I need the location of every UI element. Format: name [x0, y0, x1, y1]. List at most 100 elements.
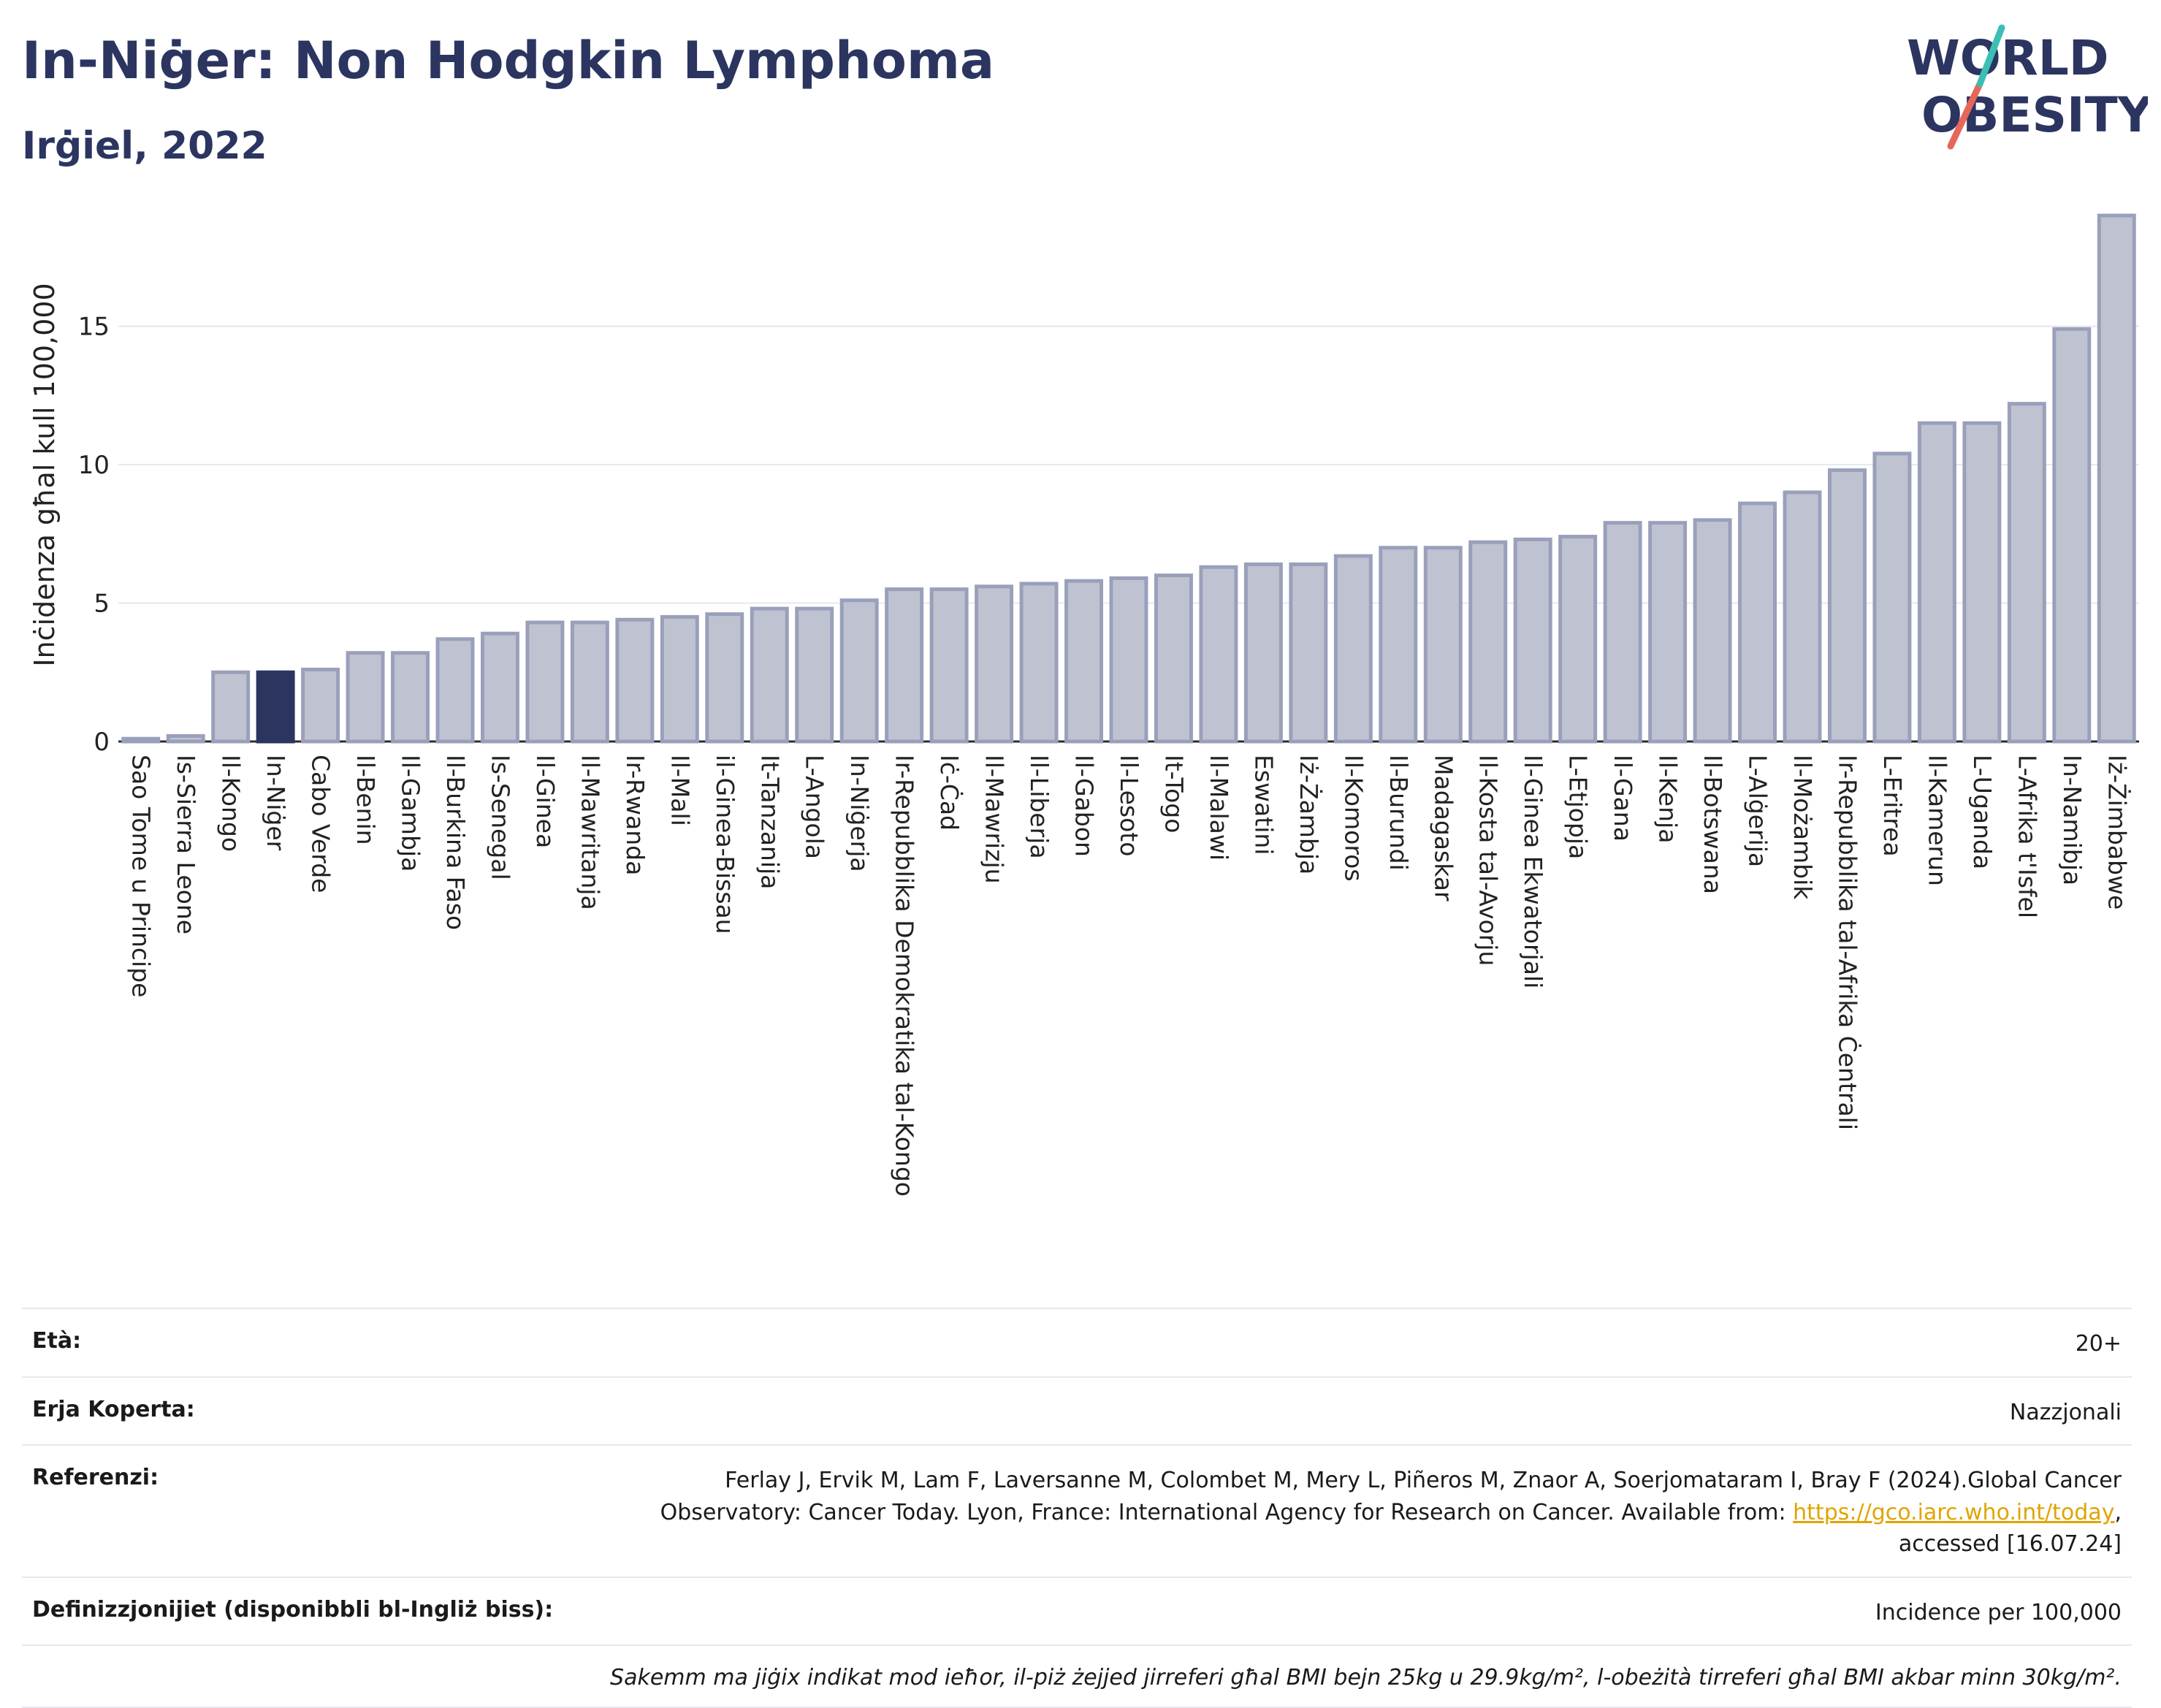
x-tick-label: In-Niġer	[262, 755, 290, 851]
x-tick-label: Iż-Żimbabwe	[2103, 755, 2131, 910]
reference-value: Ferlay J, Ervik M, Lam F, Laversanne M, …	[587, 1465, 2122, 1560]
bar	[1738, 501, 1777, 744]
bar	[1872, 451, 1912, 744]
bar	[391, 651, 430, 744]
x-tick-label: Iż-Żambja	[1295, 755, 1323, 874]
info-table: Età: 20+ Erja Koperta: Nazzjonali Refere…	[22, 1308, 2132, 1708]
x-tick-label: Il-Ginea	[531, 755, 560, 848]
x-tick-label: It-Tanzanija	[755, 755, 784, 889]
bar	[1064, 579, 1104, 744]
x-tick-label: In-Niġerja	[845, 755, 874, 872]
page-subtitle: Irġiel, 2022	[22, 124, 267, 168]
x-tick-label: Il-Kongo	[217, 755, 245, 852]
x-tick-label: Eswatini	[1249, 755, 1278, 855]
x-tick-label: Madagaskar	[1429, 755, 1457, 901]
bar	[480, 631, 519, 744]
x-tick-label: Il-Malawi	[1205, 755, 1233, 861]
x-tick-label: Il-Burundi	[1384, 755, 1413, 871]
bar	[570, 620, 609, 744]
bar	[1243, 562, 1283, 744]
x-tick-label: Il-Gana	[1609, 755, 1637, 842]
bar	[660, 614, 699, 744]
x-tick-label: Is-Senegal	[486, 755, 514, 880]
bar	[301, 667, 340, 744]
y-tick-label: 10	[78, 451, 110, 480]
bar	[256, 670, 295, 744]
bar	[929, 587, 969, 744]
age-value: 20+	[2075, 1331, 2122, 1357]
bar	[121, 736, 161, 744]
x-tick-label: Il-Mali	[666, 755, 694, 826]
x-tick-label: Il-Burkina Faso	[441, 755, 470, 930]
bar	[1289, 562, 1328, 744]
bar	[1827, 468, 1867, 744]
x-tick-label: Il-Benin	[351, 755, 380, 845]
bar	[1558, 535, 1598, 744]
logo-slash-teal	[1976, 24, 2005, 88]
x-tick-label: L-Uganda	[1968, 755, 1997, 869]
x-tick-label: Il-Gabon	[1070, 755, 1099, 857]
y-tick-label: 5	[94, 590, 110, 619]
x-tick-label: Cabo Verde	[307, 755, 335, 893]
bar	[1783, 490, 1822, 744]
bar	[1603, 521, 1642, 744]
reference-label: Referenzi:	[32, 1465, 159, 1490]
x-tick-label: Is-Sierra Leone	[172, 755, 200, 934]
bar	[2007, 402, 2046, 744]
bar	[1423, 546, 1463, 744]
bar	[975, 584, 1014, 744]
page-title: In-Niġer: Non Hodgkin Lymphoma	[22, 31, 995, 91]
x-tick-label: Ir-Repubblika tal-Afrika Ċentrali	[1833, 755, 1862, 1130]
bar	[1513, 537, 1552, 744]
bar	[615, 617, 655, 744]
world-obesity-logo: WORLD OBESITY	[1907, 24, 2148, 150]
info-row-note: Sakemm ma jiġix indikat mod ieħor, il-pi…	[22, 1644, 2132, 1708]
bar	[1019, 582, 1059, 744]
bar	[435, 637, 475, 744]
age-label: Età:	[32, 1328, 82, 1354]
bar	[1648, 521, 1688, 744]
x-tick-label: Il-Komoros	[1339, 755, 1368, 882]
logo-word-1: WORLD	[1907, 30, 2109, 86]
bar	[166, 733, 205, 744]
x-tick-label: It-Togo	[1159, 755, 1188, 833]
info-row-age: Età: 20+	[22, 1308, 2132, 1376]
bar	[525, 620, 565, 744]
bar	[1962, 421, 2002, 744]
footnote: Sakemm ma jiġix indikat mod ieħor, il-pi…	[610, 1665, 2122, 1690]
x-tick-label: Il-Mawritanja	[576, 755, 604, 910]
bar	[1333, 554, 1373, 744]
x-tick-label: Il-Możambik	[1788, 755, 1817, 900]
bar	[750, 606, 789, 744]
bar	[839, 598, 879, 744]
definitions-value: Incidence per 100,000	[1875, 1599, 2122, 1625]
x-tick-label: In-Namibja	[2058, 755, 2086, 885]
area-label: Erja Koperta:	[32, 1396, 195, 1422]
x-tick-label: Iċ-Ċad	[935, 755, 964, 831]
x-tick-label: L-Alġerija	[1744, 755, 1772, 867]
x-tick-label: Il-Liberja	[1025, 755, 1053, 859]
info-row-reference: Referenzi: Ferlay J, Ervik M, Lam F, Lav…	[22, 1444, 2132, 1577]
bar	[2052, 327, 2092, 744]
bar	[1693, 518, 1732, 744]
y-tick-label: 0	[94, 728, 110, 757]
x-tick-label: Il-Mawrizju	[980, 755, 1009, 884]
bar	[1379, 546, 1418, 744]
reference-accessed: , accessed [16.07.24]	[1898, 1499, 2122, 1558]
x-tick-label: Ir-Repubblika Demokratika tal-Kongo	[891, 755, 919, 1197]
bar	[211, 670, 251, 744]
bar	[346, 651, 385, 744]
bar	[885, 587, 924, 744]
logo-slash-red	[1947, 80, 1983, 150]
definitions-label: Definizzjonijiet (disponibbli bl-Ingliż …	[32, 1596, 554, 1623]
x-tick-label: L-Eritrea	[1878, 755, 1907, 857]
y-tick-label: 15	[78, 313, 110, 342]
bar	[795, 606, 834, 744]
reference-link[interactable]: https://gco.iarc.who.int/today	[1793, 1499, 2115, 1525]
x-tick-label: il-Ginea-Bissau	[711, 755, 739, 934]
x-tick-label: Il-Kenja	[1654, 755, 1682, 843]
x-tick-label: Il-Ginea Ekwatorjali	[1519, 755, 1547, 988]
info-row-definitions: Definizzjonijiet (disponibbli bl-Ingliż …	[22, 1576, 2132, 1645]
bar	[1109, 576, 1148, 744]
bar	[1917, 421, 1956, 744]
